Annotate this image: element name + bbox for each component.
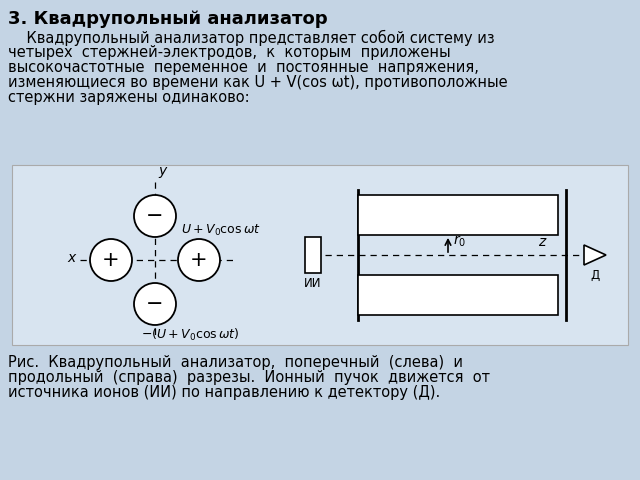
Text: z: z [538,235,545,249]
Text: −: − [147,206,164,226]
Text: источника ионов (ИИ) по направлению к детектору (Д).: источника ионов (ИИ) по направлению к де… [8,385,440,400]
Bar [358,275,558,315]
Circle shape [90,239,132,281]
Text: $-(U + V_0\cos\omega t)$: $-(U + V_0\cos\omega t)$ [141,327,239,343]
Text: 3. Квадрупольный анализатор: 3. Квадрупольный анализатор [8,10,328,28]
Circle shape [178,239,220,281]
Text: стержни заряжены одинаково:: стержни заряжены одинаково: [8,90,250,105]
Text: $U + V_0\cos\omega t$: $U + V_0\cos\omega t$ [181,223,260,238]
Text: x: x [68,251,76,265]
Text: продольный  (справа)  разрезы.  Ионный  пучок  движется  от: продольный (справа) разрезы. Ионный пучо… [8,370,490,385]
Text: изменяющиеся во времени как U + V(cos ωt), противоположные: изменяющиеся во времени как U + V(cos ωt… [8,75,508,90]
Text: −: − [147,294,164,314]
Text: Д: Д [590,269,600,282]
Text: четырех  стержней-электродов,  к  которым  приложены: четырех стержней-электродов, к которым п… [8,45,451,60]
Text: Квадрупольный анализатор представляет собой систему из: Квадрупольный анализатор представляет со… [8,30,495,46]
Text: $r_0$: $r_0$ [453,233,466,249]
Bar [305,237,321,273]
Text: +: + [102,250,120,270]
Text: Рис.  Квадрупольный  анализатор,  поперечный  (слева)  и: Рис. Квадрупольный анализатор, поперечны… [8,355,463,370]
Circle shape [134,283,176,325]
Text: y: y [158,164,166,178]
Text: +: + [190,250,208,270]
Text: высокочастотные  переменное  и  постоянные  напряжения,: высокочастотные переменное и постоянные … [8,60,479,75]
Bar [358,195,558,235]
Text: ИИ: ИИ [304,277,322,290]
Bar [12,165,628,345]
Polygon shape [584,245,606,265]
Circle shape [134,195,176,237]
